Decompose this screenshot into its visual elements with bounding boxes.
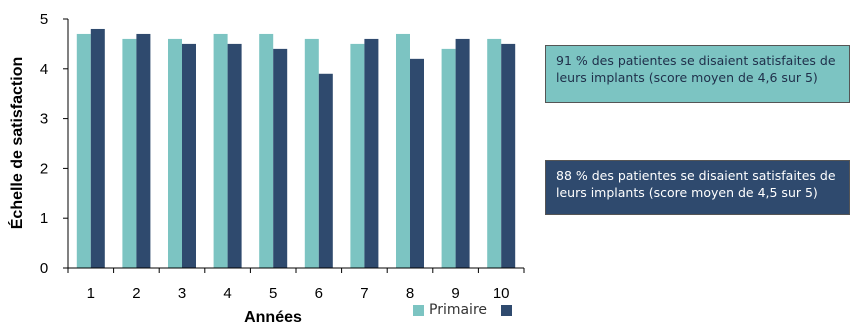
bar-series1-year-7 (350, 43, 365, 269)
bar-series2-year-7 (364, 38, 379, 268)
bar-series2-year-4 (227, 43, 242, 269)
bar-series1-year-8 (396, 33, 410, 268)
callout-secondary-satisfaction: 88 % des patientes se disaient satisfait… (545, 160, 850, 215)
x-tick-label-4: 4 (223, 285, 231, 302)
y-axis-label: Échelle de satisfaction (7, 57, 26, 230)
y-tick-label-2: 2 (40, 160, 48, 177)
bar-series1-year-3 (168, 38, 182, 268)
y-tick-label-1: 1 (40, 210, 48, 227)
bar-series2-year-1 (90, 28, 105, 269)
x-tick-label-9: 9 (451, 285, 459, 302)
bar-series1-year-2 (122, 38, 137, 268)
legend-item-primaire: Primaire (413, 302, 487, 318)
bar-series2-year-6 (318, 73, 333, 268)
bar-series1-year-6 (304, 38, 319, 268)
x-tick-label-5: 5 (269, 285, 277, 302)
legend-item-second-series (501, 304, 517, 316)
bar-series1-year-4 (213, 33, 228, 268)
bar-series2-year-10 (501, 43, 516, 269)
legend-swatch-second-series (501, 304, 513, 316)
legend-label-primaire: Primaire (429, 302, 488, 318)
x-tick-label-7: 7 (360, 285, 368, 302)
bar-series2-year-9 (455, 38, 470, 268)
x-tick-label-2: 2 (132, 285, 140, 302)
ticks-group: 0 1 2 3 4 5 1 2 3 4 5 6 7 8 9 10 (40, 11, 525, 302)
x-tick-label-3: 3 (178, 285, 186, 302)
bar-series1-year-1 (76, 33, 91, 268)
y-tick-label-0: 0 (40, 260, 48, 277)
y-tick-label-4: 4 (40, 61, 48, 78)
callout-primary-satisfaction: 91 % des patientes se disaient satisfait… (545, 45, 850, 103)
chart-legend: Primaire (413, 302, 531, 318)
y-tick-label-3: 3 (40, 111, 48, 128)
x-axis-label: Années (244, 309, 302, 326)
legend-swatch-primaire (413, 304, 424, 316)
bar-series2-year-8 (410, 58, 424, 269)
bar-series1-year-5 (259, 33, 274, 268)
x-tick-label-10: 10 (493, 285, 510, 302)
bar-series2-year-5 (273, 48, 288, 268)
bar-series2-year-3 (182, 43, 196, 269)
x-tick-label-1: 1 (87, 285, 95, 302)
x-tick-label-6: 6 (315, 285, 323, 302)
y-tick-label-5: 5 (40, 11, 48, 28)
bars-group (76, 28, 516, 269)
bar-series2-year-2 (136, 33, 151, 268)
bar-series1-year-9 (441, 48, 456, 268)
x-tick-label-8: 8 (406, 285, 414, 302)
bar-series1-year-10 (487, 38, 502, 268)
